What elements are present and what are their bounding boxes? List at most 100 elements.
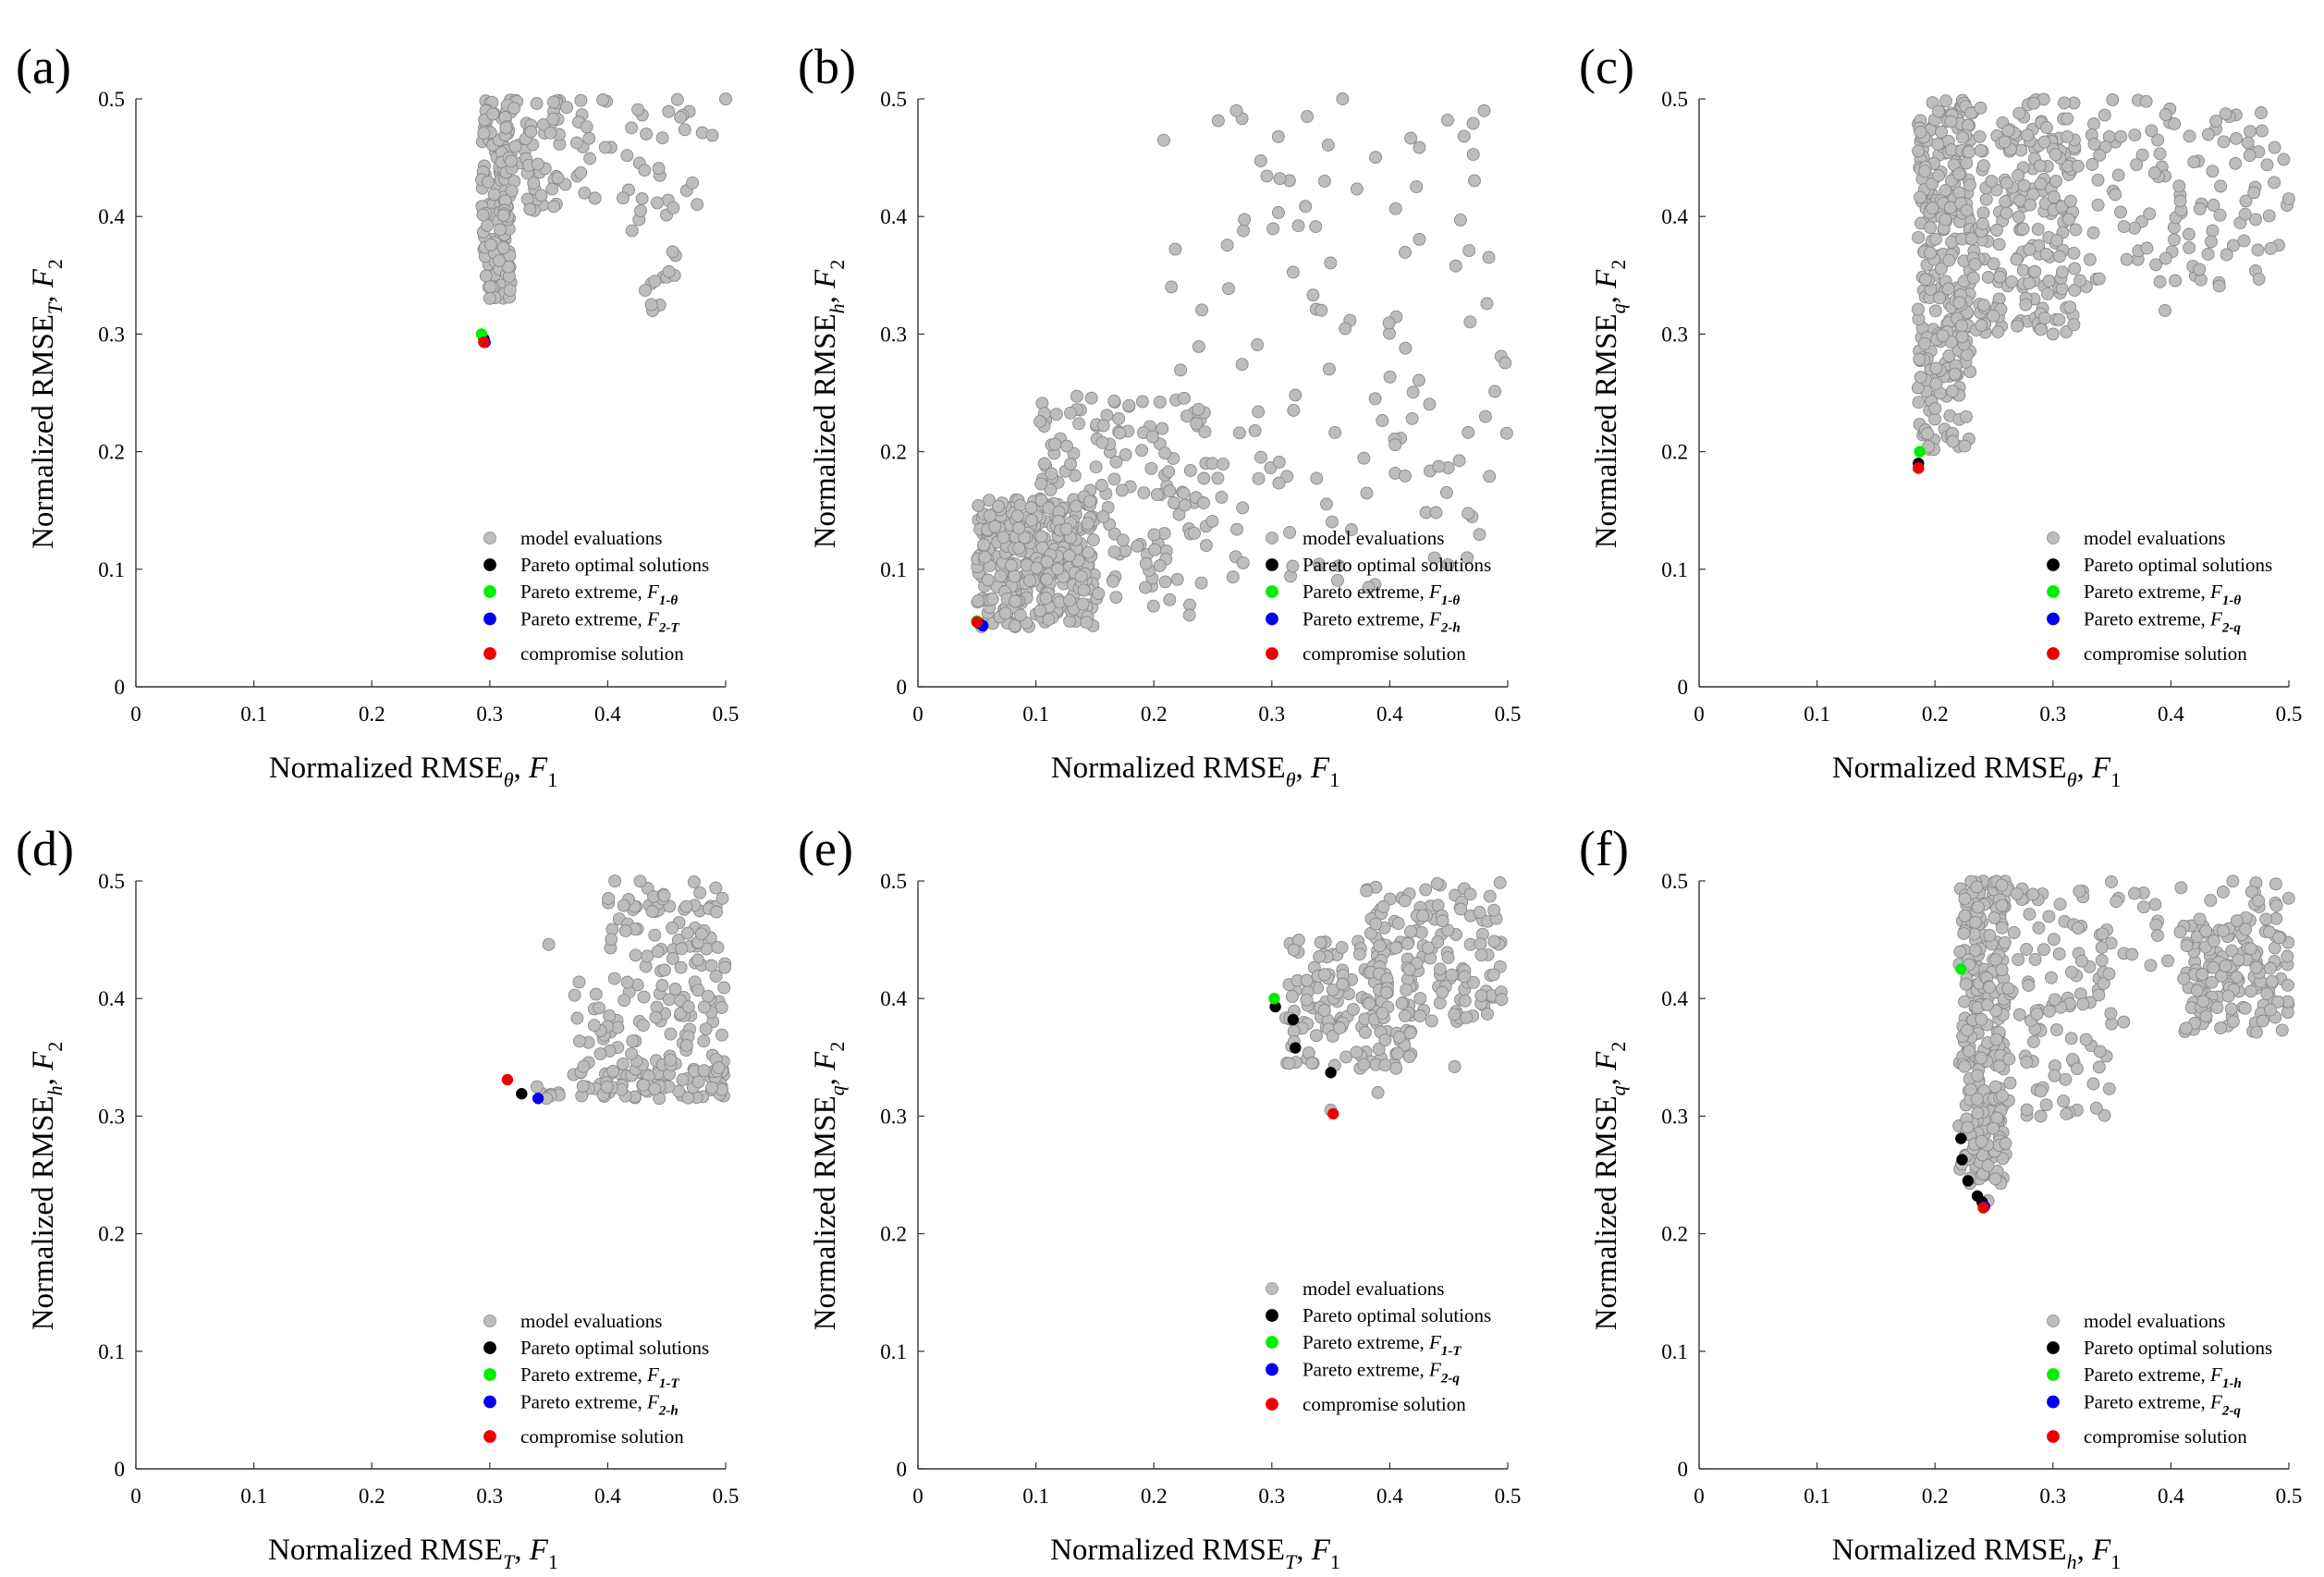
data-point xyxy=(675,942,689,956)
data-point xyxy=(608,874,622,888)
data-point xyxy=(1474,989,1488,1003)
series-pareto-optimal-solutions xyxy=(516,1087,528,1100)
data-point xyxy=(1331,573,1344,587)
data-point xyxy=(1080,616,1094,630)
data-point xyxy=(2012,106,2026,120)
data-point xyxy=(2037,312,2051,325)
legend: model evaluations Pareto optimal solution… xyxy=(2047,1310,2272,1448)
data-point xyxy=(2067,318,2081,332)
data-point xyxy=(2174,881,2188,895)
data-point xyxy=(477,127,491,141)
data-point xyxy=(1089,460,1103,474)
data-point xyxy=(577,1059,591,1073)
panel-label: (c) xyxy=(1579,39,1634,94)
data-point xyxy=(2023,907,2037,921)
data-point xyxy=(1483,470,1497,483)
data-point xyxy=(483,280,497,294)
data-point xyxy=(2205,235,2218,249)
data-point xyxy=(1398,1009,1412,1022)
data-point xyxy=(1403,1026,1417,1040)
data-point xyxy=(1271,129,1285,143)
legend-label: Pareto extreme, F2-h xyxy=(1303,608,1461,636)
data-point xyxy=(2183,241,2196,255)
data-point xyxy=(1413,992,1427,1006)
data-point xyxy=(2061,112,2074,126)
data-point xyxy=(1378,1058,1392,1072)
data-point xyxy=(578,186,592,200)
data-point xyxy=(1096,419,1110,433)
data-point xyxy=(2106,92,2120,106)
data-point xyxy=(1378,1033,1392,1047)
data-point xyxy=(1299,200,1313,214)
data-point xyxy=(1981,1158,1995,1172)
data-point xyxy=(1499,426,1513,440)
data-point xyxy=(2173,194,2187,208)
data-point xyxy=(2102,1082,2116,1095)
data-point xyxy=(1326,1030,1339,1043)
data-point xyxy=(1955,963,1967,975)
data-point xyxy=(1996,1152,2010,1166)
data-point xyxy=(1952,186,1966,200)
data-point xyxy=(1425,1014,1438,1028)
data-point xyxy=(2049,174,2063,188)
data-point xyxy=(2068,262,2082,275)
data-point xyxy=(551,171,565,185)
data-point xyxy=(2196,995,2210,1009)
data-point xyxy=(1273,172,1287,186)
data-point xyxy=(1413,1009,1427,1022)
series-pareto-extreme-f1- xyxy=(1914,446,1926,458)
legend-label: Pareto extreme, F2-T xyxy=(520,608,679,636)
scatter-plot xyxy=(971,92,1513,633)
data-point xyxy=(1195,303,1209,317)
data-point xyxy=(1958,1059,1972,1073)
data-point xyxy=(1326,515,1339,529)
data-point xyxy=(2092,1060,2106,1074)
data-point xyxy=(1034,415,1046,428)
data-point xyxy=(1970,880,1984,894)
data-point xyxy=(1402,1050,1416,1064)
data-point xyxy=(1460,1010,1474,1024)
series-model-evaluations xyxy=(530,874,732,1106)
data-point xyxy=(2264,1003,2278,1017)
data-point xyxy=(505,184,519,198)
legend-marker xyxy=(483,532,496,544)
x-tick-label: 0.1 xyxy=(1022,1485,1049,1508)
data-point xyxy=(1995,899,2009,912)
data-point xyxy=(631,103,645,116)
data-point xyxy=(607,972,621,985)
data-point xyxy=(2161,954,2175,968)
data-point xyxy=(1454,902,1468,916)
data-point xyxy=(1913,462,1925,474)
data-point xyxy=(2244,984,2257,998)
legend-entry: Pareto extreme, F1-θ xyxy=(483,581,678,608)
data-point xyxy=(1317,968,1331,982)
x-axis-label: Normalized RMSEθ, F1 xyxy=(1051,752,1339,791)
data-point xyxy=(1929,361,1943,375)
data-point xyxy=(994,569,1008,583)
legend-entry: Pareto extreme, F1-θ xyxy=(1266,581,1460,608)
data-point xyxy=(532,1093,544,1105)
data-point xyxy=(605,933,618,947)
data-point xyxy=(2187,155,2201,169)
data-point xyxy=(1147,528,1161,542)
panel-e: 0 0.1 0.2 0.3 0.4 0.5 0 0.1 0.2 0.3 0.4 0.5 (e) Norma… xyxy=(798,821,1521,1573)
data-point xyxy=(1107,394,1121,408)
data-point xyxy=(1955,330,1969,344)
data-point xyxy=(681,1091,695,1105)
x-axis-label: Normalized RMSEθ, F1 xyxy=(269,752,557,791)
data-point xyxy=(618,924,632,937)
data-point xyxy=(2247,186,2261,200)
data-point xyxy=(2244,942,2257,956)
data-point xyxy=(633,874,647,888)
legend-label: Pareto extreme, F2-h xyxy=(520,1391,679,1419)
data-point xyxy=(651,196,664,210)
data-point xyxy=(664,1027,678,1041)
data-point xyxy=(1310,1029,1323,1043)
data-point xyxy=(1458,994,1472,1008)
data-point xyxy=(1493,875,1507,889)
data-point xyxy=(978,550,992,564)
x-tick-label: 0.5 xyxy=(1495,703,1522,726)
data-point xyxy=(1271,206,1285,219)
data-point xyxy=(1441,557,1455,571)
y-tick-label: 0.3 xyxy=(880,1105,907,1128)
